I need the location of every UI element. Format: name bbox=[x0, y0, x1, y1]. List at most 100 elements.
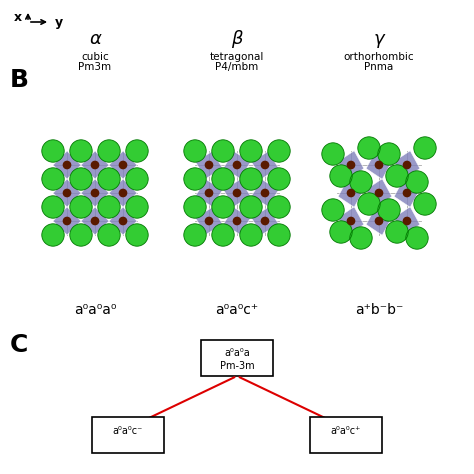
Polygon shape bbox=[223, 179, 251, 207]
Circle shape bbox=[403, 161, 410, 169]
Polygon shape bbox=[195, 179, 223, 207]
Circle shape bbox=[322, 199, 344, 221]
Text: α: α bbox=[89, 30, 101, 48]
Circle shape bbox=[268, 224, 290, 246]
Circle shape bbox=[378, 143, 400, 165]
Text: Pm3m: Pm3m bbox=[78, 62, 111, 72]
Polygon shape bbox=[251, 151, 279, 179]
Circle shape bbox=[406, 171, 428, 193]
Text: a⁺b⁻b⁻: a⁺b⁻b⁻ bbox=[355, 303, 403, 317]
Polygon shape bbox=[338, 179, 364, 207]
Text: B: B bbox=[10, 68, 29, 92]
Circle shape bbox=[119, 189, 127, 197]
Polygon shape bbox=[223, 151, 251, 179]
Circle shape bbox=[70, 168, 92, 190]
Polygon shape bbox=[81, 207, 109, 235]
Circle shape bbox=[378, 199, 400, 221]
Circle shape bbox=[119, 161, 127, 169]
Circle shape bbox=[414, 193, 436, 215]
Text: x: x bbox=[14, 10, 22, 24]
Text: orthorhombic: orthorhombic bbox=[344, 52, 414, 62]
Polygon shape bbox=[251, 207, 279, 235]
Circle shape bbox=[386, 221, 408, 243]
Text: Pnma: Pnma bbox=[365, 62, 393, 72]
Circle shape bbox=[233, 189, 241, 197]
Circle shape bbox=[403, 218, 410, 225]
Polygon shape bbox=[81, 151, 109, 179]
Polygon shape bbox=[394, 151, 420, 179]
Circle shape bbox=[330, 221, 352, 243]
Text: tetragonal: tetragonal bbox=[210, 52, 264, 62]
Polygon shape bbox=[251, 179, 279, 207]
Circle shape bbox=[261, 161, 269, 169]
Polygon shape bbox=[338, 151, 364, 179]
Text: a⁰a⁰c⁺: a⁰a⁰c⁺ bbox=[331, 426, 361, 436]
Circle shape bbox=[375, 189, 383, 197]
Circle shape bbox=[414, 137, 436, 159]
Circle shape bbox=[70, 224, 92, 246]
Circle shape bbox=[330, 165, 352, 187]
Text: C: C bbox=[10, 333, 28, 357]
Circle shape bbox=[184, 140, 206, 162]
Circle shape bbox=[268, 140, 290, 162]
Polygon shape bbox=[366, 207, 392, 235]
Bar bbox=[92, 417, 164, 453]
Circle shape bbox=[42, 196, 64, 218]
Circle shape bbox=[240, 168, 262, 190]
Circle shape bbox=[205, 189, 213, 197]
Circle shape bbox=[212, 224, 234, 246]
Polygon shape bbox=[195, 207, 223, 235]
Circle shape bbox=[70, 140, 92, 162]
Circle shape bbox=[98, 224, 120, 246]
Circle shape bbox=[205, 161, 213, 169]
Circle shape bbox=[64, 189, 71, 197]
Circle shape bbox=[42, 168, 64, 190]
Circle shape bbox=[64, 161, 71, 169]
Polygon shape bbox=[109, 151, 137, 179]
Circle shape bbox=[91, 218, 99, 225]
Polygon shape bbox=[195, 151, 223, 179]
Polygon shape bbox=[109, 179, 137, 207]
Circle shape bbox=[322, 143, 344, 165]
Text: γ: γ bbox=[374, 30, 384, 48]
Text: β: β bbox=[231, 30, 243, 48]
Text: a⁰a⁰c⁺: a⁰a⁰c⁺ bbox=[216, 303, 258, 317]
Circle shape bbox=[261, 218, 269, 225]
Circle shape bbox=[386, 165, 408, 187]
Circle shape bbox=[126, 140, 148, 162]
Circle shape bbox=[212, 196, 234, 218]
Circle shape bbox=[375, 218, 383, 225]
Circle shape bbox=[184, 168, 206, 190]
Circle shape bbox=[268, 168, 290, 190]
Polygon shape bbox=[366, 151, 392, 179]
Circle shape bbox=[184, 196, 206, 218]
Text: y: y bbox=[55, 16, 63, 28]
Circle shape bbox=[347, 189, 355, 197]
Circle shape bbox=[119, 218, 127, 225]
Circle shape bbox=[98, 140, 120, 162]
Polygon shape bbox=[81, 179, 109, 207]
Circle shape bbox=[240, 224, 262, 246]
Bar bbox=[310, 417, 382, 453]
Circle shape bbox=[240, 196, 262, 218]
Circle shape bbox=[205, 218, 213, 225]
Circle shape bbox=[375, 161, 383, 169]
Text: a⁰a⁰a: a⁰a⁰a bbox=[224, 348, 250, 358]
Polygon shape bbox=[109, 207, 137, 235]
Circle shape bbox=[240, 140, 262, 162]
Circle shape bbox=[233, 218, 241, 225]
Polygon shape bbox=[53, 151, 81, 179]
Circle shape bbox=[347, 218, 355, 225]
Text: P4/mbm: P4/mbm bbox=[215, 62, 259, 72]
Polygon shape bbox=[366, 179, 392, 207]
Polygon shape bbox=[394, 207, 420, 235]
Polygon shape bbox=[338, 207, 364, 235]
Polygon shape bbox=[53, 207, 81, 235]
Circle shape bbox=[64, 218, 71, 225]
Circle shape bbox=[184, 224, 206, 246]
Circle shape bbox=[233, 161, 241, 169]
Text: a⁰a⁰a⁰: a⁰a⁰a⁰ bbox=[74, 303, 116, 317]
Text: cubic: cubic bbox=[81, 52, 109, 62]
Circle shape bbox=[350, 227, 372, 249]
Circle shape bbox=[42, 224, 64, 246]
